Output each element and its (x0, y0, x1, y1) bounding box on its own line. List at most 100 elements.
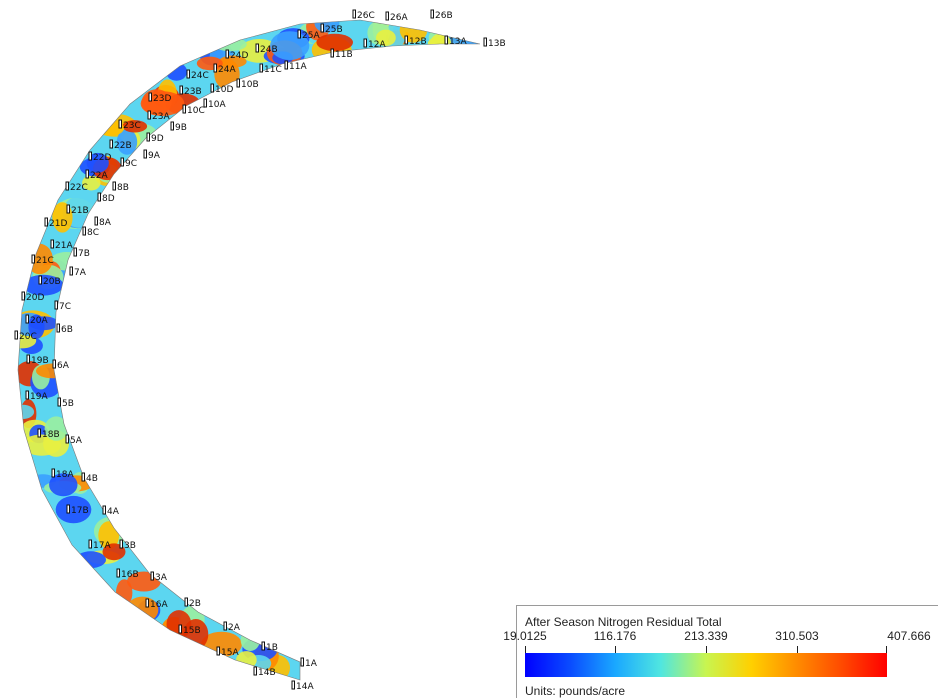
plot-marker-4b[interactable]: 4B (81, 472, 98, 484)
plot-label: 18B (42, 430, 60, 440)
plot-marker-17a[interactable]: 17A (88, 539, 111, 551)
plot-marker-9c[interactable]: 9C (120, 157, 137, 169)
plot-marker-22b[interactable]: 22B (109, 139, 132, 151)
plot-marker-6b[interactable]: 6B (56, 323, 73, 335)
plot-marker-7a[interactable]: 7A (69, 266, 87, 278)
plot-marker-9a[interactable]: 9A (143, 149, 161, 161)
pin-icon (120, 157, 124, 167)
pin-icon (213, 63, 217, 73)
plot-marker-21b[interactable]: 21B (66, 204, 89, 216)
plot-marker-1a[interactable]: 1A (300, 657, 318, 669)
plot-label: 2A (228, 623, 241, 633)
plot-marker-7b[interactable]: 7B (73, 247, 90, 259)
plot-marker-21c[interactable]: 21C (31, 254, 54, 266)
field-color-blob (86, 152, 109, 173)
plot-marker-10a[interactable]: 10A (203, 98, 226, 110)
plot-marker-5b[interactable]: 5B (57, 397, 74, 409)
plot-marker-8a[interactable]: 8A (94, 216, 112, 228)
plot-marker-7c[interactable]: 7C (54, 300, 71, 312)
plot-marker-15a[interactable]: 15A (216, 646, 239, 658)
pin-icon (170, 121, 174, 131)
plot-marker-11a[interactable]: 11A (284, 60, 307, 72)
plot-label: 4B (86, 474, 98, 484)
plot-marker-9d[interactable]: 9D (146, 132, 164, 144)
plot-marker-23d[interactable]: 23D (148, 92, 171, 104)
plot-marker-14b[interactable]: 14B (253, 666, 276, 678)
plot-marker-21a[interactable]: 21A (50, 239, 73, 251)
plot-marker-24a[interactable]: 24A (213, 63, 236, 75)
plot-marker-10b[interactable]: 10B (236, 78, 259, 90)
plot-marker-8c[interactable]: 8C (82, 226, 99, 238)
plot-label: 22B (114, 141, 132, 151)
plot-marker-2a[interactable]: 2A (223, 621, 241, 633)
pin-icon (14, 330, 18, 340)
plot-marker-11b[interactable]: 11B (330, 48, 353, 60)
plot-marker-20a[interactable]: 20A (25, 314, 48, 326)
pin-icon (148, 92, 152, 102)
plot-label: 26A (390, 13, 408, 23)
plot-marker-21d[interactable]: 21D (44, 217, 67, 229)
plot-marker-22d[interactable]: 22D (88, 151, 111, 163)
field-color-blob (82, 175, 101, 191)
pin-icon (38, 275, 42, 285)
legend-panel: After Season Nitrogen Residual Total 19.… (503, 605, 938, 698)
plot-marker-19a[interactable]: 19A (25, 390, 48, 402)
plot-marker-15b[interactable]: 15B (178, 624, 201, 636)
plot-marker-20b[interactable]: 20B (38, 275, 61, 287)
plot-marker-14a[interactable]: 14A (291, 680, 314, 692)
plot-label: 25B (325, 25, 343, 35)
plot-marker-3b[interactable]: 3B (119, 539, 136, 551)
plot-marker-23a[interactable]: 23A (147, 110, 170, 122)
plot-marker-26b[interactable]: 26B (430, 9, 453, 21)
plot-marker-2b[interactable]: 2B (184, 597, 201, 609)
plot-marker-8d[interactable]: 8D (97, 192, 115, 204)
plot-marker-16b[interactable]: 16B (116, 568, 139, 580)
plot-marker-20c[interactable]: 20C (14, 330, 37, 342)
plot-marker-10c[interactable]: 10C (182, 104, 205, 116)
pin-icon (37, 428, 41, 438)
pin-icon (73, 247, 77, 257)
plot-label: 10A (208, 100, 226, 110)
plot-marker-8b[interactable]: 8B (112, 181, 129, 193)
legend-tick-mark-1 (615, 646, 616, 653)
plot-marker-24c[interactable]: 24C (186, 69, 209, 81)
plot-marker-12b[interactable]: 12B (404, 35, 427, 47)
plot-marker-16a[interactable]: 16A (145, 598, 168, 610)
pin-icon (404, 35, 408, 45)
plot-marker-20d[interactable]: 20D (21, 291, 44, 303)
plot-marker-10d[interactable]: 10D (210, 83, 233, 95)
plot-marker-12a[interactable]: 12A (363, 38, 386, 50)
plot-marker-26a[interactable]: 26A (385, 11, 408, 23)
plot-marker-1b[interactable]: 1B (261, 641, 278, 653)
plot-marker-3a[interactable]: 3A (150, 571, 168, 583)
plot-marker-4a[interactable]: 4A (102, 505, 120, 517)
plot-marker-25a[interactable]: 25A (297, 29, 320, 41)
pin-icon (109, 139, 113, 149)
plot-marker-5a[interactable]: 5A (65, 434, 83, 446)
plot-marker-25b[interactable]: 25B (320, 23, 343, 35)
plot-label: 20D (26, 293, 44, 303)
plot-marker-18b[interactable]: 18B (37, 428, 60, 440)
plot-marker-24d[interactable]: 24D (225, 49, 248, 61)
plot-marker-6a[interactable]: 6A (52, 359, 70, 371)
plot-marker-18a[interactable]: 18A (51, 468, 74, 480)
plot-label: 8D (102, 194, 115, 204)
plot-marker-22a[interactable]: 22A (85, 169, 108, 181)
pin-icon (225, 49, 229, 59)
plot-marker-23b[interactable]: 23B (179, 85, 202, 97)
plot-marker-22c[interactable]: 22C (65, 181, 88, 193)
plot-marker-19b[interactable]: 19B (26, 354, 49, 366)
plot-marker-23c[interactable]: 23C (118, 119, 141, 131)
plot-label: 8C (87, 228, 99, 238)
pin-icon (66, 504, 70, 514)
plot-marker-13b[interactable]: 13B (483, 37, 506, 49)
plot-marker-17b[interactable]: 17B (66, 504, 89, 516)
plot-marker-24b[interactable]: 24B (255, 43, 278, 55)
plot-label: 11C (264, 65, 282, 75)
pin-icon (145, 598, 149, 608)
plot-marker-13a[interactable]: 13A (444, 35, 467, 47)
plot-marker-9b[interactable]: 9B (170, 121, 187, 133)
plot-marker-11c[interactable]: 11C (259, 63, 282, 75)
plot-marker-26c[interactable]: 26C (352, 9, 375, 21)
